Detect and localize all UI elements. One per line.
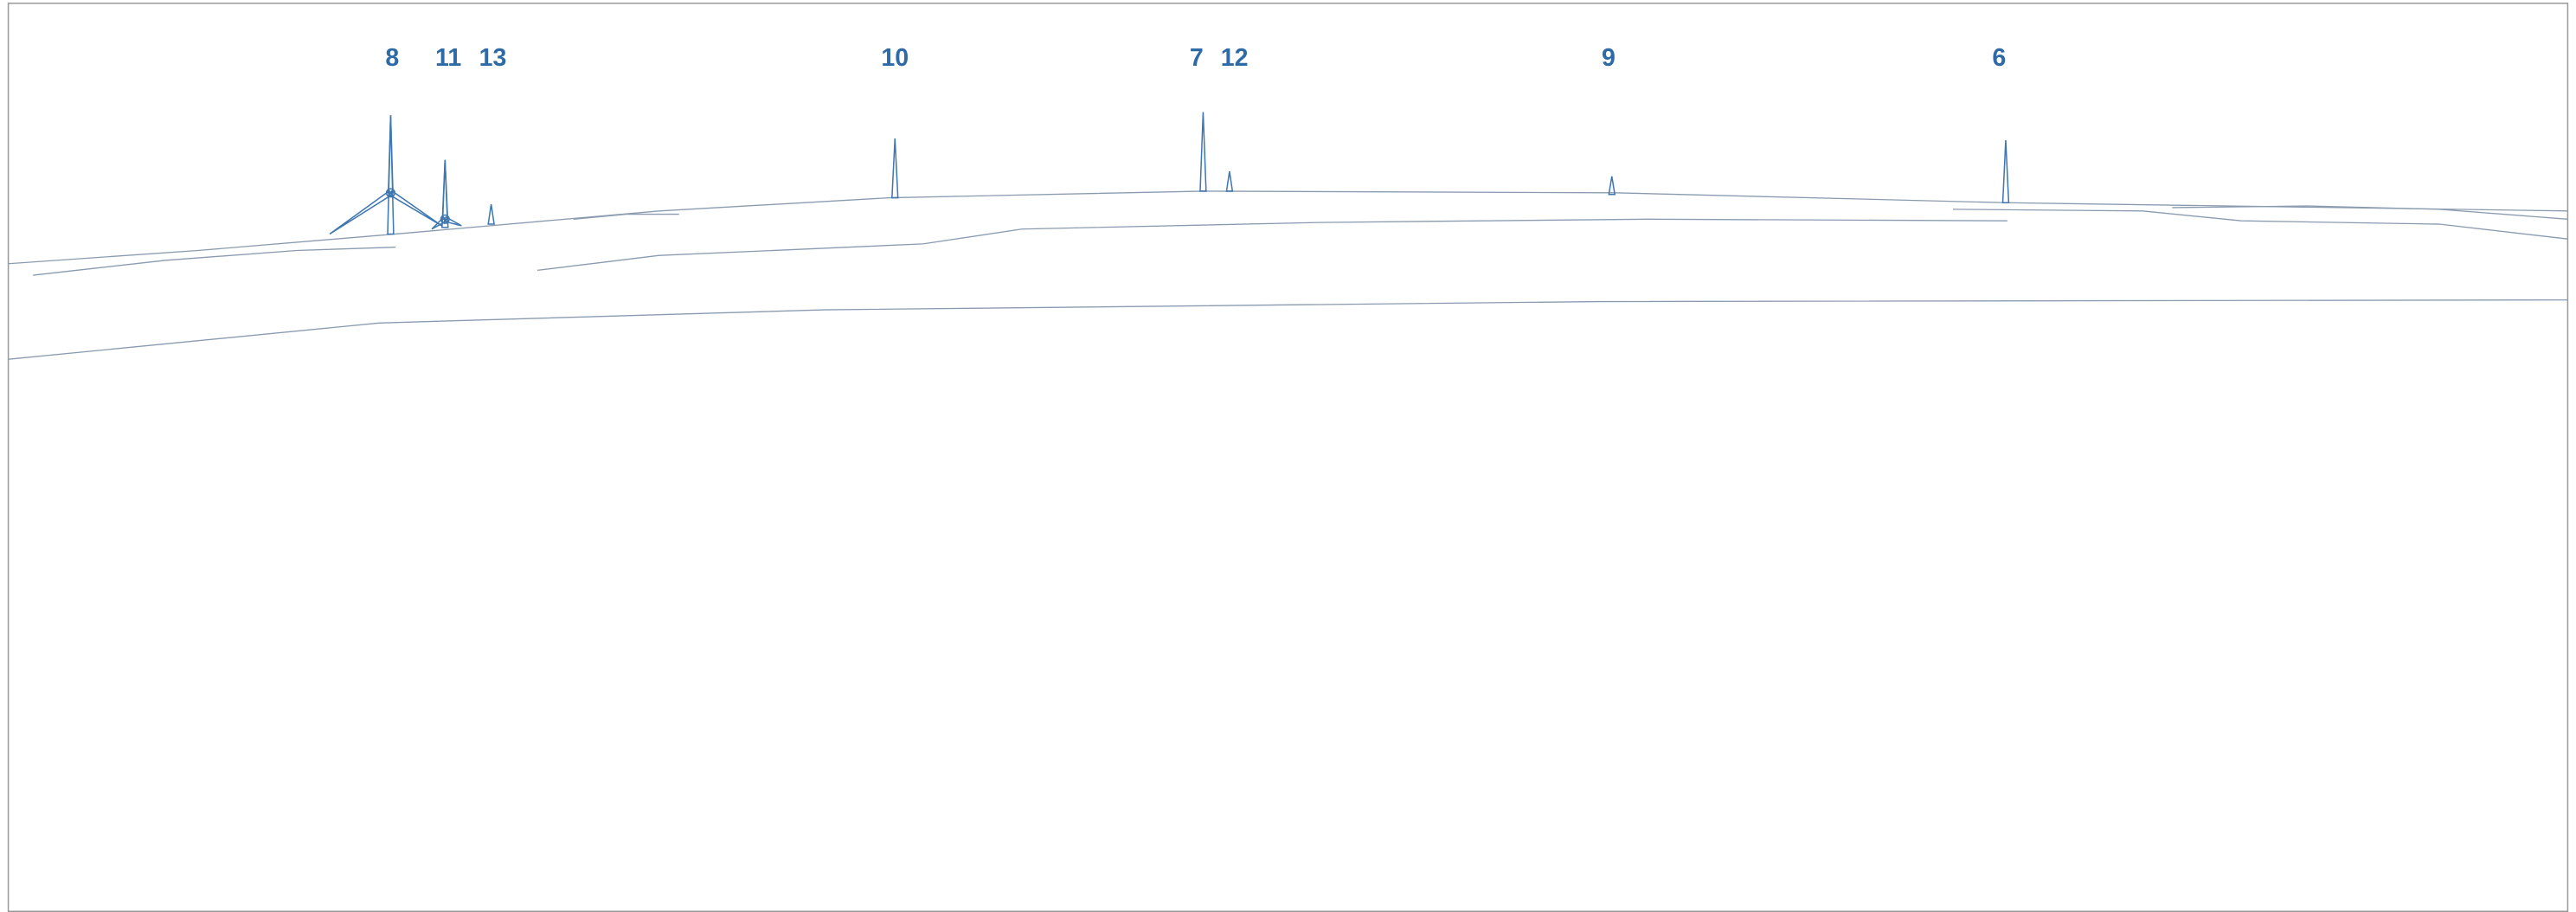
turbine-tower bbox=[1608, 176, 1616, 196]
turbine-tower bbox=[2001, 139, 2010, 204]
turbine: 9 bbox=[1602, 44, 1616, 196]
turbine-tower bbox=[891, 138, 899, 199]
turbine-label: 13 bbox=[479, 44, 507, 72]
turbine: 6 bbox=[1992, 44, 2010, 204]
turbine-tower bbox=[487, 204, 495, 225]
turbine-label: 6 bbox=[1992, 44, 2006, 72]
turbines: 8 11 13 10 7 12 9 6 bbox=[329, 44, 2010, 235]
turbine: 12 bbox=[1221, 44, 1249, 192]
turbine-label: 9 bbox=[1602, 44, 1616, 72]
turbine-label: 7 bbox=[1190, 44, 1204, 72]
ridge-line bbox=[1952, 209, 2568, 240]
turbine-blade bbox=[443, 215, 462, 227]
turbine-label: 11 bbox=[435, 44, 461, 72]
turbine: 11 bbox=[431, 44, 462, 230]
ridge-line bbox=[573, 213, 679, 220]
turbine: 7 bbox=[1190, 44, 1207, 192]
ridge-line bbox=[2172, 205, 2568, 220]
turbine-label: 10 bbox=[881, 44, 909, 72]
ridge-line bbox=[8, 190, 2568, 265]
turbine-blade bbox=[388, 189, 442, 227]
turbine-label: 8 bbox=[385, 44, 399, 72]
ridge-line bbox=[536, 218, 2007, 272]
turbine-tower bbox=[1199, 112, 1207, 192]
turbine-tower bbox=[1225, 170, 1234, 192]
ridge-line bbox=[33, 247, 396, 276]
frame bbox=[7, 3, 2569, 912]
turbine: 8 bbox=[329, 44, 442, 235]
terrain bbox=[8, 190, 2568, 360]
turbine: 13 bbox=[479, 44, 507, 225]
turbine-label: 12 bbox=[1221, 44, 1249, 72]
turbine: 10 bbox=[881, 44, 909, 199]
ridge-line bbox=[8, 299, 2568, 360]
